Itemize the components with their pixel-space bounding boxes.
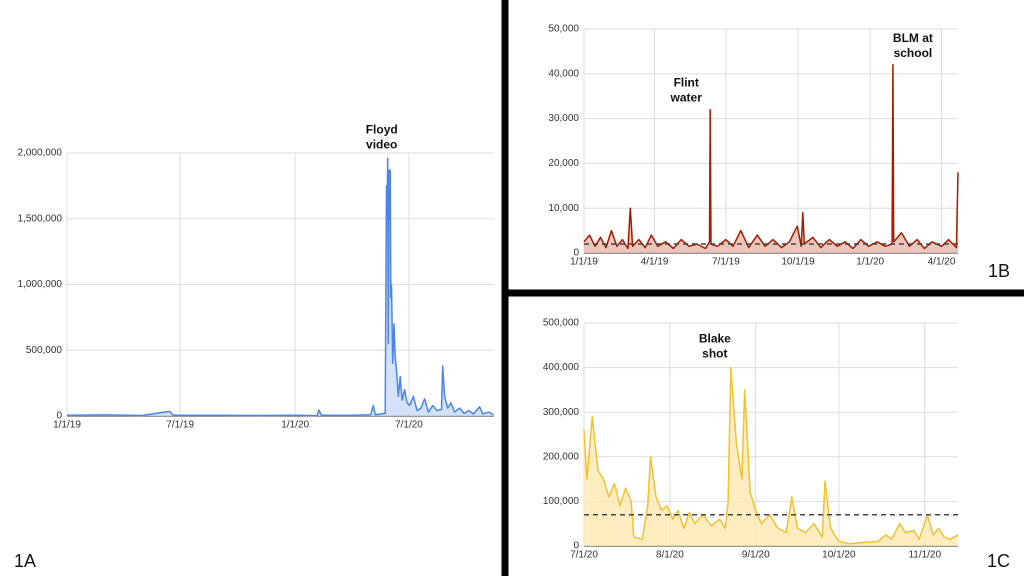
y-tick-label: 100,000: [543, 496, 580, 507]
y-tick-label: 1,000,000: [18, 279, 63, 290]
line: [583, 64, 959, 250]
y-tick-label: 300,000: [543, 407, 580, 418]
y-tick-label: 1,500,000: [18, 213, 63, 224]
x-tick-label: 7/1/20: [570, 550, 598, 561]
x-tick-label: 4/1/19: [641, 257, 669, 268]
y-tick-label: 200,000: [543, 451, 580, 462]
x-tick-label: 4/1/20: [928, 257, 956, 268]
y-tick-label: 0: [56, 411, 62, 422]
panel-label: 1A: [14, 551, 36, 571]
x-tick-label: 9/1/20: [742, 550, 770, 561]
x-tick-label: 7/1/19: [712, 257, 740, 268]
annotation: Blake shot: [699, 332, 731, 361]
x-tick-label: 1/1/20: [281, 420, 309, 431]
line: [66, 157, 494, 417]
y-tick-label: 0: [573, 541, 579, 552]
x-tick-label: 1/1/19: [53, 420, 81, 431]
panel-label: 1C: [987, 551, 1010, 571]
x-tick-label: 10/1/19: [781, 257, 815, 268]
x-tick-label: 8/1/20: [656, 550, 684, 561]
x-tick-label: 11/1/20: [908, 550, 941, 561]
y-tick-label: 2,000,000: [18, 148, 63, 159]
y-tick-label: 40,000: [548, 68, 579, 79]
y-tick-label: 500,000: [26, 345, 63, 356]
x-tick-label: 7/1/20: [395, 420, 423, 431]
y-tick-label: 20,000: [548, 158, 579, 169]
y-tick-label: 500,000: [543, 318, 580, 329]
x-tick-label: 1/1/19: [570, 257, 598, 268]
x-tick-label: 10/1/20: [822, 550, 856, 561]
x-tick-label: 7/1/19: [166, 420, 194, 431]
line: [583, 366, 959, 545]
y-tick-label: 50,000: [548, 24, 579, 35]
annotation: Floyd video: [366, 122, 398, 151]
annotation: BLM at school: [893, 31, 933, 60]
x-tick-label: 1/1/20: [856, 257, 884, 268]
y-tick-label: 400,000: [543, 362, 580, 373]
annotation: Flint water: [670, 76, 703, 105]
y-tick-label: 0: [573, 248, 579, 259]
y-tick-label: 10,000: [548, 203, 579, 214]
panel-label: 1B: [988, 261, 1010, 281]
y-tick-label: 30,000: [548, 113, 579, 124]
area: [584, 367, 958, 546]
